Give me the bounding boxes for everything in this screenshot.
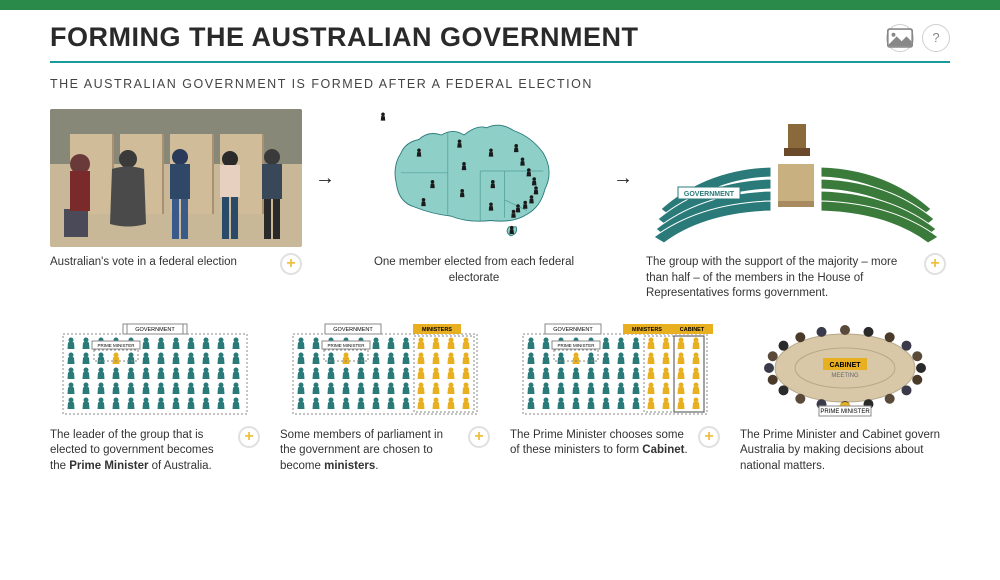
svg-text:GOVERNMENT: GOVERNMENT: [333, 327, 373, 333]
svg-text:MINISTERS: MINISTERS: [422, 327, 452, 333]
panel-map: One member elected from each federal ele…: [348, 109, 600, 286]
voting-caption: Australian's vote in a federal election: [50, 256, 237, 268]
top-accent-bar: [0, 0, 1000, 10]
ministers-caption-wrap: Some members of parliament in the govern…: [280, 428, 490, 475]
image-icon-button[interactable]: [886, 24, 914, 52]
panel-ministers: GOVERNMENT MINISTERS PRIME MINISTER Some m…: [280, 320, 490, 475]
cab-cap-c: .: [684, 444, 687, 456]
panel-chamber: GOVERNMENT The group with the support of…: [646, 109, 946, 302]
gov-label-chamber: GOVERNMENT: [684, 191, 735, 198]
pm-cap-c: of Australia.: [148, 460, 211, 472]
ministers-diagram: GOVERNMENT MINISTERS PRIME MINISTER: [280, 320, 490, 420]
help-icon-button[interactable]: ?: [922, 24, 950, 52]
cab-cap-b: Cabinet: [642, 444, 684, 456]
panel-pm: GOVERNMENT GOVERNMENTPRIME MINISTER The …: [50, 320, 260, 475]
svg-text:MEETING: MEETING: [831, 373, 859, 379]
chamber-expand-button[interactable]: [924, 253, 946, 275]
pm-diagram: GOVERNMENT GOVERNMENTPRIME MINISTER: [50, 320, 260, 420]
panel-meeting: CABINET MEETING PRIME MINISTER The Prime…: [740, 320, 950, 475]
panel-voting: Australian's vote in a federal election: [50, 109, 302, 271]
voting-expand-button[interactable]: [280, 253, 302, 275]
meeting-diagram: CABINET MEETING PRIME MINISTER: [740, 320, 950, 420]
svg-text:PRIME MINISTER: PRIME MINISTER: [557, 343, 595, 348]
header-actions: ?: [886, 24, 950, 52]
svg-text:CABINET: CABINET: [680, 327, 705, 333]
voting-image: [50, 109, 302, 247]
chamber-caption: The group with the support of the majori…: [646, 256, 897, 299]
pm-caption-wrap: The leader of the group that is elected …: [50, 428, 260, 475]
map-caption: One member elected from each federal ele…: [348, 255, 600, 286]
arrow-1: →: [310, 109, 340, 247]
bottom-row: GOVERNMENT GOVERNMENT PRIME MINISTER The …: [50, 320, 950, 475]
voting-caption-wrap: Australian's vote in a federal election: [50, 255, 302, 271]
arrow-2: →: [608, 109, 638, 247]
svg-text:PRIME MINISTER: PRIME MINISTER: [97, 343, 135, 348]
chamber-caption-wrap: The group with the support of the majori…: [646, 255, 946, 302]
top-row: Australian's vote in a federal election …: [50, 109, 950, 302]
pm-cap-b: Prime Minister: [69, 460, 148, 472]
svg-text:PRIME MINISTER: PRIME MINISTER: [820, 409, 870, 415]
svg-text:GOVERNMENT: GOVERNMENT: [553, 327, 593, 333]
svg-text:PRIME MINISTER: PRIME MINISTER: [327, 343, 365, 348]
cabinet-diagram: GOVERNMENT MINISTERS CABINET PRIME MINISTER: [510, 320, 720, 420]
cabinet-caption-wrap: The Prime Minister chooses some of these…: [510, 428, 720, 459]
header-row: FORMING THE AUSTRALIAN GOVERNMENT ?: [50, 22, 950, 53]
map-image: [348, 109, 600, 247]
min-cap-c: .: [375, 460, 378, 472]
svg-text:MINISTERS: MINISTERS: [632, 327, 662, 333]
page-title: FORMING THE AUSTRALIAN GOVERNMENT: [50, 22, 638, 53]
subheading: THE AUSTRALIAN GOVERNMENT IS FORMED AFTE…: [50, 77, 950, 91]
chamber-image: GOVERNMENT: [646, 109, 946, 247]
svg-text:CABINET: CABINET: [829, 362, 861, 369]
page-content: FORMING THE AUSTRALIAN GOVERNMENT ? THE …: [0, 10, 1000, 474]
ministers-expand-button[interactable]: [468, 426, 490, 448]
pm-expand-button[interactable]: [238, 426, 260, 448]
panel-cabinet: GOVERNMENT MINISTERS CABINET PRIME MINISTER…: [510, 320, 720, 475]
cabinet-expand-button[interactable]: [698, 426, 720, 448]
min-cap-b: ministers: [324, 460, 375, 472]
title-rule: [50, 61, 950, 63]
svg-text:GOVERNMENT: GOVERNMENT: [135, 327, 175, 333]
meeting-caption: The Prime Minister and Cabinet govern Au…: [740, 428, 950, 475]
